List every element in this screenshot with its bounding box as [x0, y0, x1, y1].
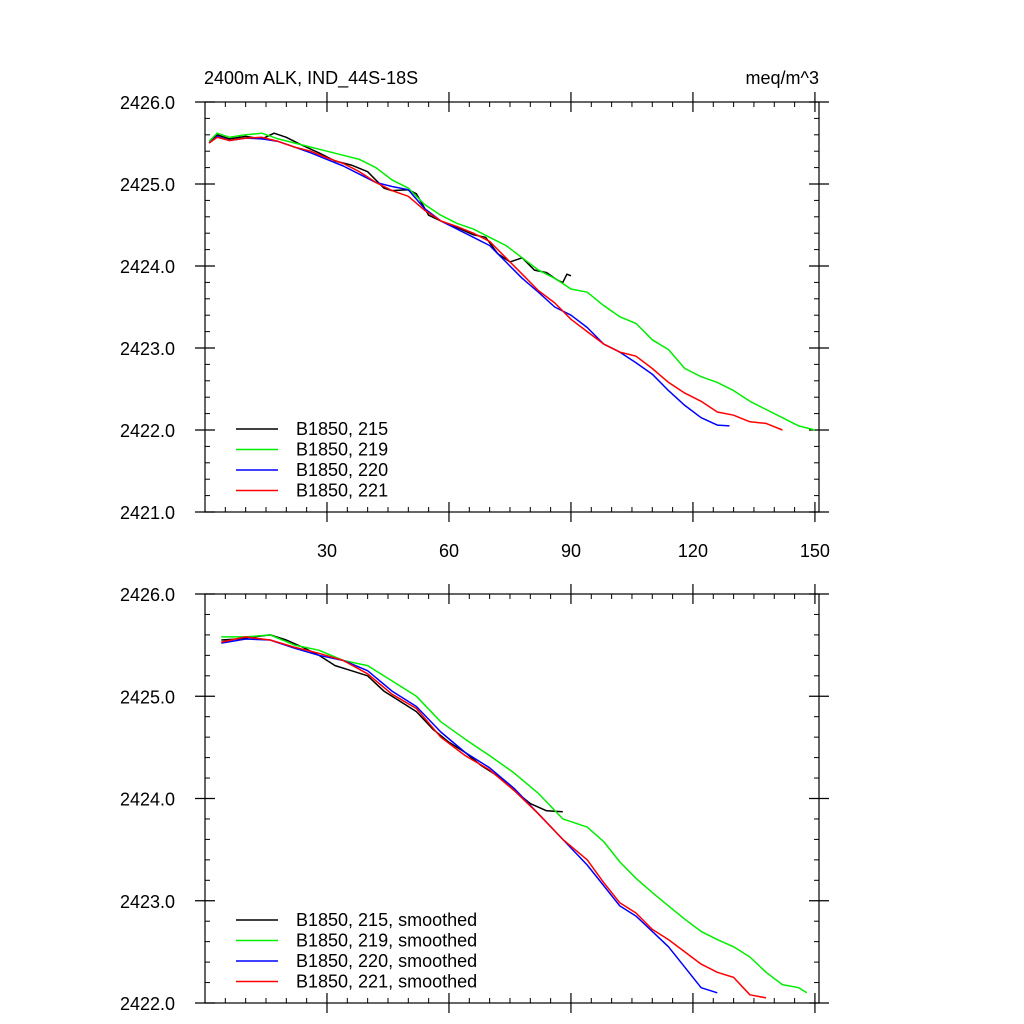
x-tick-label: 120	[678, 541, 708, 561]
series-line	[221, 634, 563, 813]
x-tick-label: 60	[439, 541, 459, 561]
legend-label: B1850, 220	[296, 460, 388, 480]
legend-label: B1850, 215	[296, 419, 388, 439]
legend-label: B1850, 221	[296, 481, 388, 501]
y-tick-label: 2423.0	[120, 339, 175, 359]
legend-label: B1850, 220, smoothed	[296, 951, 477, 971]
units-label: meq/m^3	[746, 68, 819, 88]
y-tick-label: 2424.0	[120, 790, 175, 810]
y-tick-label: 2426.0	[120, 93, 175, 113]
series-group-top	[208, 132, 816, 431]
y-tick-label: 2421.0	[120, 503, 175, 523]
y-tick-label: 2423.0	[120, 892, 175, 912]
y-tick-label: 2424.0	[120, 257, 175, 277]
y-tick-label: 2422.0	[120, 994, 175, 1014]
chart-panel-bottom: 2422.0 2423.0 2424.0 2425.0 2426.0 B1850, 21…	[120, 584, 829, 1014]
y-tick-label: 2425.0	[120, 687, 175, 707]
series-line	[221, 638, 718, 994]
series-line	[208, 136, 783, 431]
legend-label: B1850, 215, smoothed	[296, 910, 477, 930]
legend-label: B1850, 219, smoothed	[296, 931, 477, 951]
chart-panel-top: 2400m ALK, IND_44S-18S meq/m^3 30 60 90 120…	[120, 68, 830, 561]
legend-label: B1850, 219	[296, 440, 388, 460]
axes-top: 30 60 90 120 150 2421.0 2422.0 2423.0 2424.0 2425…	[120, 92, 830, 561]
series-line	[221, 636, 767, 999]
series-group-bottom	[221, 634, 808, 999]
x-tick-label: 90	[561, 541, 581, 561]
series-line	[208, 132, 816, 431]
series-line	[208, 135, 730, 427]
y-tick-label: 2426.0	[120, 585, 175, 605]
x-tick-label: 30	[317, 541, 337, 561]
axes-bottom: 2422.0 2423.0 2424.0 2425.0 2426.0	[120, 584, 829, 1014]
y-tick-label: 2425.0	[120, 175, 175, 195]
plot-frame	[204, 101, 820, 513]
legend-label: B1850, 221, smoothed	[296, 972, 477, 992]
chart-title: 2400m ALK, IND_44S-18S	[204, 68, 418, 89]
series-line	[208, 132, 572, 284]
x-tick-label: 150	[800, 541, 830, 561]
y-tick-label: 2422.0	[120, 421, 175, 441]
